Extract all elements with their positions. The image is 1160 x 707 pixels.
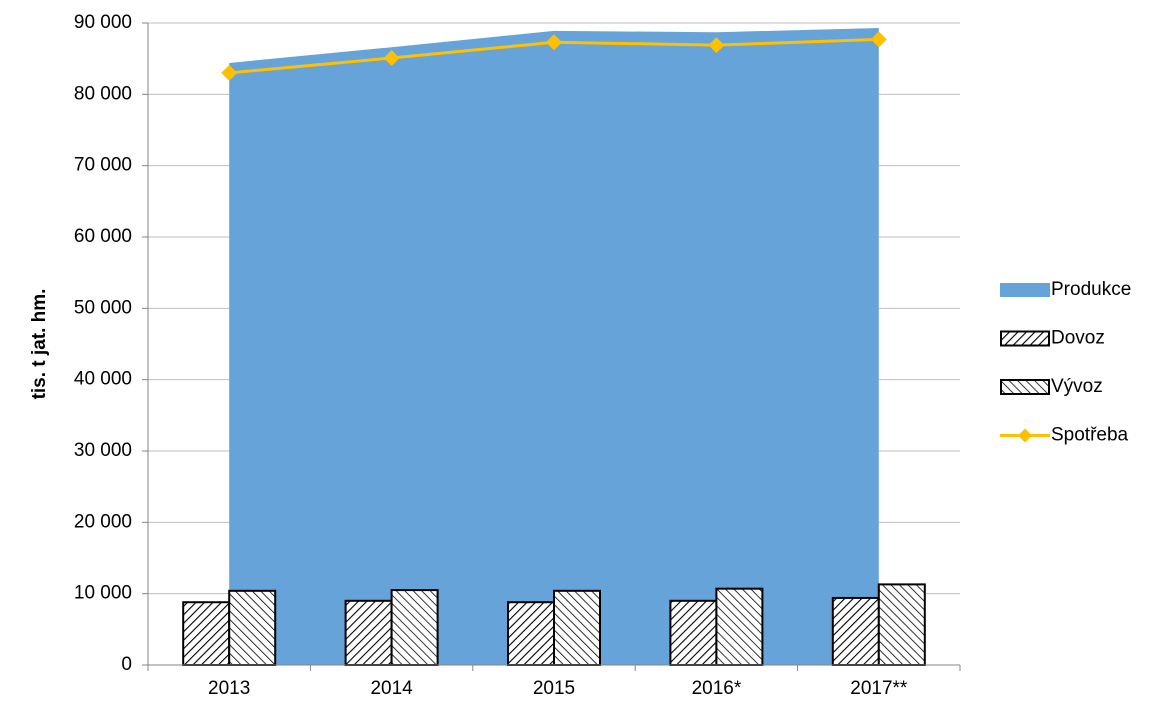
y-tick-label: 40 000 — [74, 369, 132, 390]
bar — [390, 589, 439, 666]
bar — [669, 599, 718, 666]
y-tick-label: 70 000 — [74, 155, 132, 176]
x-tick-label: 2014 — [370, 678, 413, 699]
legend-swatch — [1000, 330, 1050, 347]
y-tick-label: 10 000 — [74, 583, 132, 604]
legend-swatch — [1000, 283, 1050, 297]
x-tick-label: 2017** — [850, 678, 908, 699]
x-tick-label: 2015 — [533, 678, 575, 699]
bar — [344, 599, 393, 666]
x-tick-label: 2013 — [208, 678, 250, 699]
bar — [715, 587, 764, 667]
bar — [182, 601, 231, 667]
bar — [877, 583, 926, 666]
y-tick-label: 30 000 — [74, 440, 132, 461]
legend-label: Produkce — [1051, 279, 1131, 300]
bar — [507, 601, 555, 667]
marker — [221, 64, 238, 81]
bar — [831, 596, 880, 666]
y-tick-label: 90 000 — [74, 12, 132, 33]
marker — [708, 37, 725, 54]
y-tick-label: 80 000 — [74, 83, 132, 104]
marker — [870, 31, 887, 48]
marker — [383, 49, 400, 66]
marker — [546, 34, 562, 51]
y-axis-title: tis. t jat. hm. — [29, 289, 50, 400]
bar — [553, 589, 601, 667]
area — [229, 27, 879, 665]
legend-label: Vývoz — [1051, 376, 1103, 397]
legend-label: Dovoz — [1051, 328, 1105, 349]
legend-marker — [1018, 428, 1032, 443]
legend-label: Spotřeba — [1051, 425, 1129, 446]
y-tick-label: 60 000 — [74, 226, 132, 247]
legend-swatch — [1000, 379, 1050, 395]
y-tick-label: 20 000 — [74, 511, 132, 532]
x-tick-label: 2016* — [692, 678, 742, 699]
y-tick-label: 50 000 — [74, 297, 132, 318]
bar — [228, 589, 277, 667]
y-tick-label: 0 — [121, 654, 132, 675]
